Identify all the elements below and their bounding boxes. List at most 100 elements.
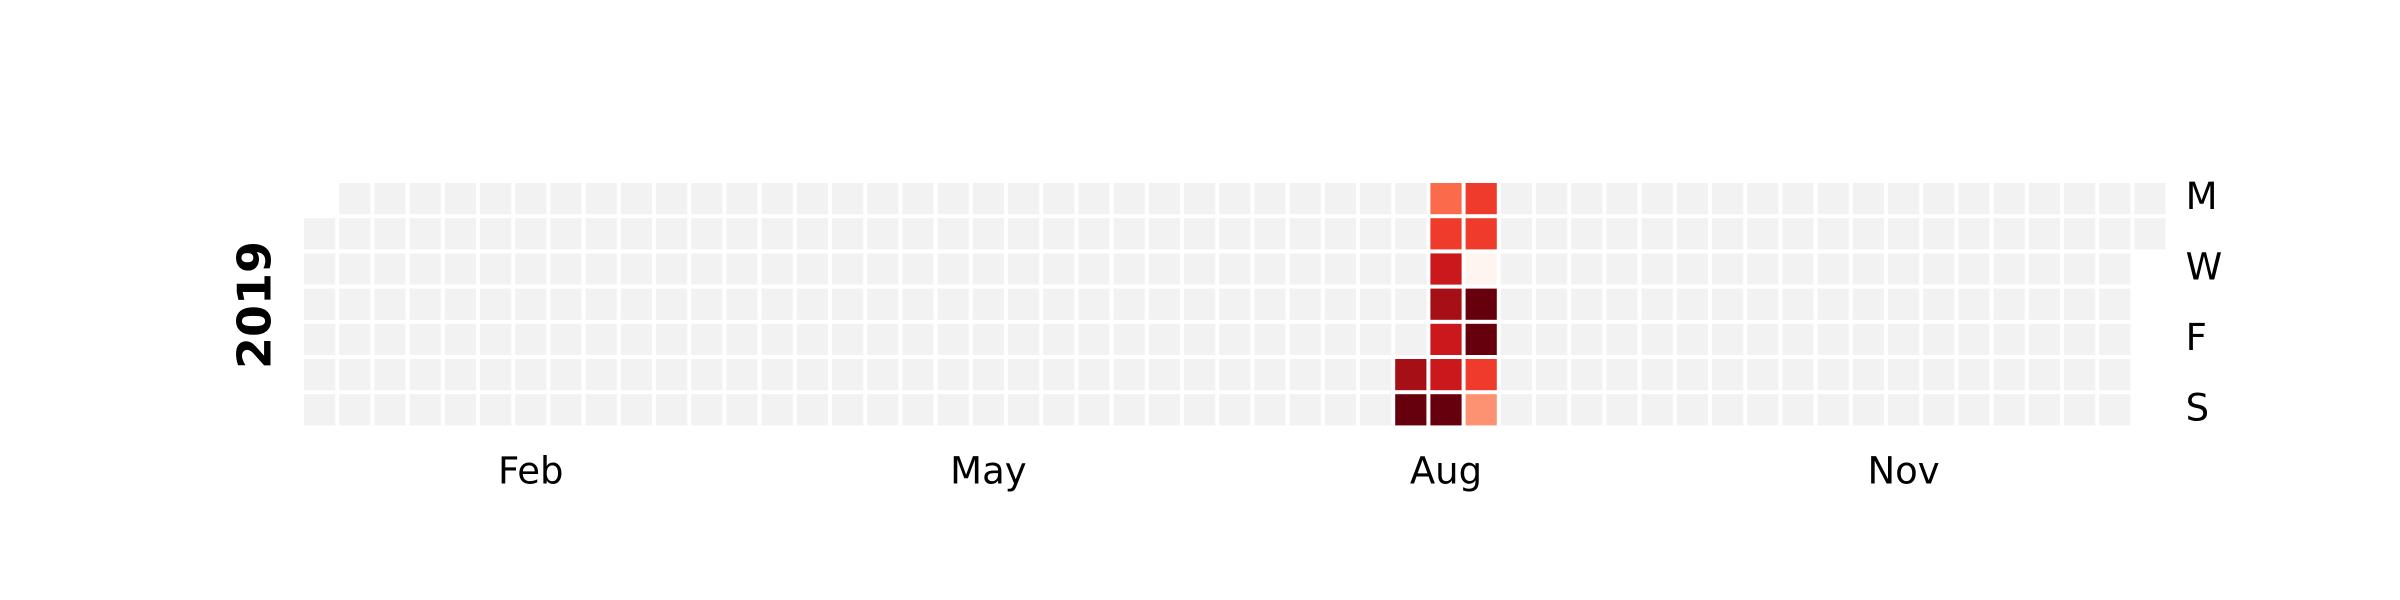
heatmap-cell [585,218,617,250]
heatmap-cell [1289,253,1321,285]
heatmap-cell-active [1430,288,1462,320]
heatmap-cell [656,183,688,215]
heatmap-cell [1324,183,1356,215]
heatmap-cell [1747,253,1779,285]
heatmap-cell-active [1465,183,1497,215]
heatmap-cell [1712,323,1744,355]
heatmap-cell [2064,323,2096,355]
heatmap-cell [1817,253,1849,285]
heatmap-cell [304,394,336,426]
heatmap-cell [796,183,828,215]
heatmap-cell [1747,394,1779,426]
heatmap-cell [1782,359,1814,391]
heatmap-cell [374,253,406,285]
heatmap-cell [1395,218,1427,250]
heatmap-cell [1993,253,2025,285]
heatmap-cell [1360,218,1392,250]
heatmap-cell [374,183,406,215]
heatmap-cell [1184,394,1216,426]
heatmap-cell [902,218,934,250]
heatmap-cell [1500,218,1532,250]
heatmap-cell [1571,359,1603,391]
weekday-label: F [2186,316,2207,359]
heatmap-cell [1043,218,1075,250]
heatmap-cell [1500,359,1532,391]
heatmap-cell [902,323,934,355]
heatmap-cell [1254,394,1286,426]
heatmap-cell [1148,253,1180,285]
heatmap-cell [1888,394,1920,426]
heatmap-cell [1324,323,1356,355]
heatmap-cell [1289,288,1321,320]
heatmap-cell [1923,323,1955,355]
heatmap-cell [1008,359,1040,391]
heatmap-cell [867,288,899,320]
heatmap-cell [374,394,406,426]
heatmap-cell [2099,394,2131,426]
month-label: Feb [498,449,564,492]
heatmap-cell [1712,394,1744,426]
heatmap-cell [2099,323,2131,355]
heatmap-cell [1289,394,1321,426]
heatmap-cell [339,183,371,215]
heatmap-cell [444,183,476,215]
heatmap-cell [1888,218,1920,250]
heatmap-cell [585,394,617,426]
heatmap-cell [1324,218,1356,250]
heatmap-cell [1606,323,1638,355]
heatmap-cell [1958,253,1990,285]
heatmap-cell [726,183,758,215]
heatmap-cell [1219,394,1251,426]
weekday-label: S [2186,386,2210,429]
heatmap-cell-active [1465,394,1497,426]
heatmap-cell [1958,218,1990,250]
heatmap-cell [726,218,758,250]
heatmap-cell [1008,218,1040,250]
heatmap-cell [1852,253,1884,285]
heatmap-cell-active [1430,218,1462,250]
heatmap-cell [2028,359,2060,391]
heatmap-cell [1078,218,1110,250]
heatmap-cell [1958,359,1990,391]
heatmap-cell [937,183,969,215]
heatmap-cell [1043,288,1075,320]
heatmap-cell [691,288,723,320]
heatmap-cell-active [1430,183,1462,215]
heatmap-cell [1817,288,1849,320]
heatmap-cell [1113,323,1145,355]
heatmap-cell [972,218,1004,250]
heatmap-cell [691,183,723,215]
heatmap-cell [1008,183,1040,215]
heatmap-cell [796,218,828,250]
heatmap-cell [691,218,723,250]
heatmap-cell [761,183,793,215]
heatmap-cell [620,183,652,215]
heatmap-cell [409,323,441,355]
heatmap-cell [1641,183,1673,215]
heatmap-cell [1078,183,1110,215]
heatmap-cell-active [1430,323,1462,355]
heatmap-cell [1817,323,1849,355]
heatmap-cell [620,359,652,391]
heatmap-cell [444,394,476,426]
heatmap-cell [902,253,934,285]
heatmap-cell [1219,253,1251,285]
heatmap-cell [550,253,582,285]
heatmap-cell [832,288,864,320]
heatmap-cell [1993,323,2025,355]
heatmap-cell [1113,288,1145,320]
heatmap-cell [374,323,406,355]
heatmap-cell [1148,288,1180,320]
heatmap-cell [1606,394,1638,426]
heatmap-cell [480,394,512,426]
heatmap-cell [2028,218,2060,250]
heatmap-cell [1360,359,1392,391]
heatmap-cell [937,288,969,320]
heatmap-cell [515,183,547,215]
heatmap-cell [1676,288,1708,320]
heatmap-cell-active [1465,218,1497,250]
heatmap-cell [1500,288,1532,320]
heatmap-cell [867,218,899,250]
heatmap-cell [1219,288,1251,320]
heatmap-cell [1782,183,1814,215]
